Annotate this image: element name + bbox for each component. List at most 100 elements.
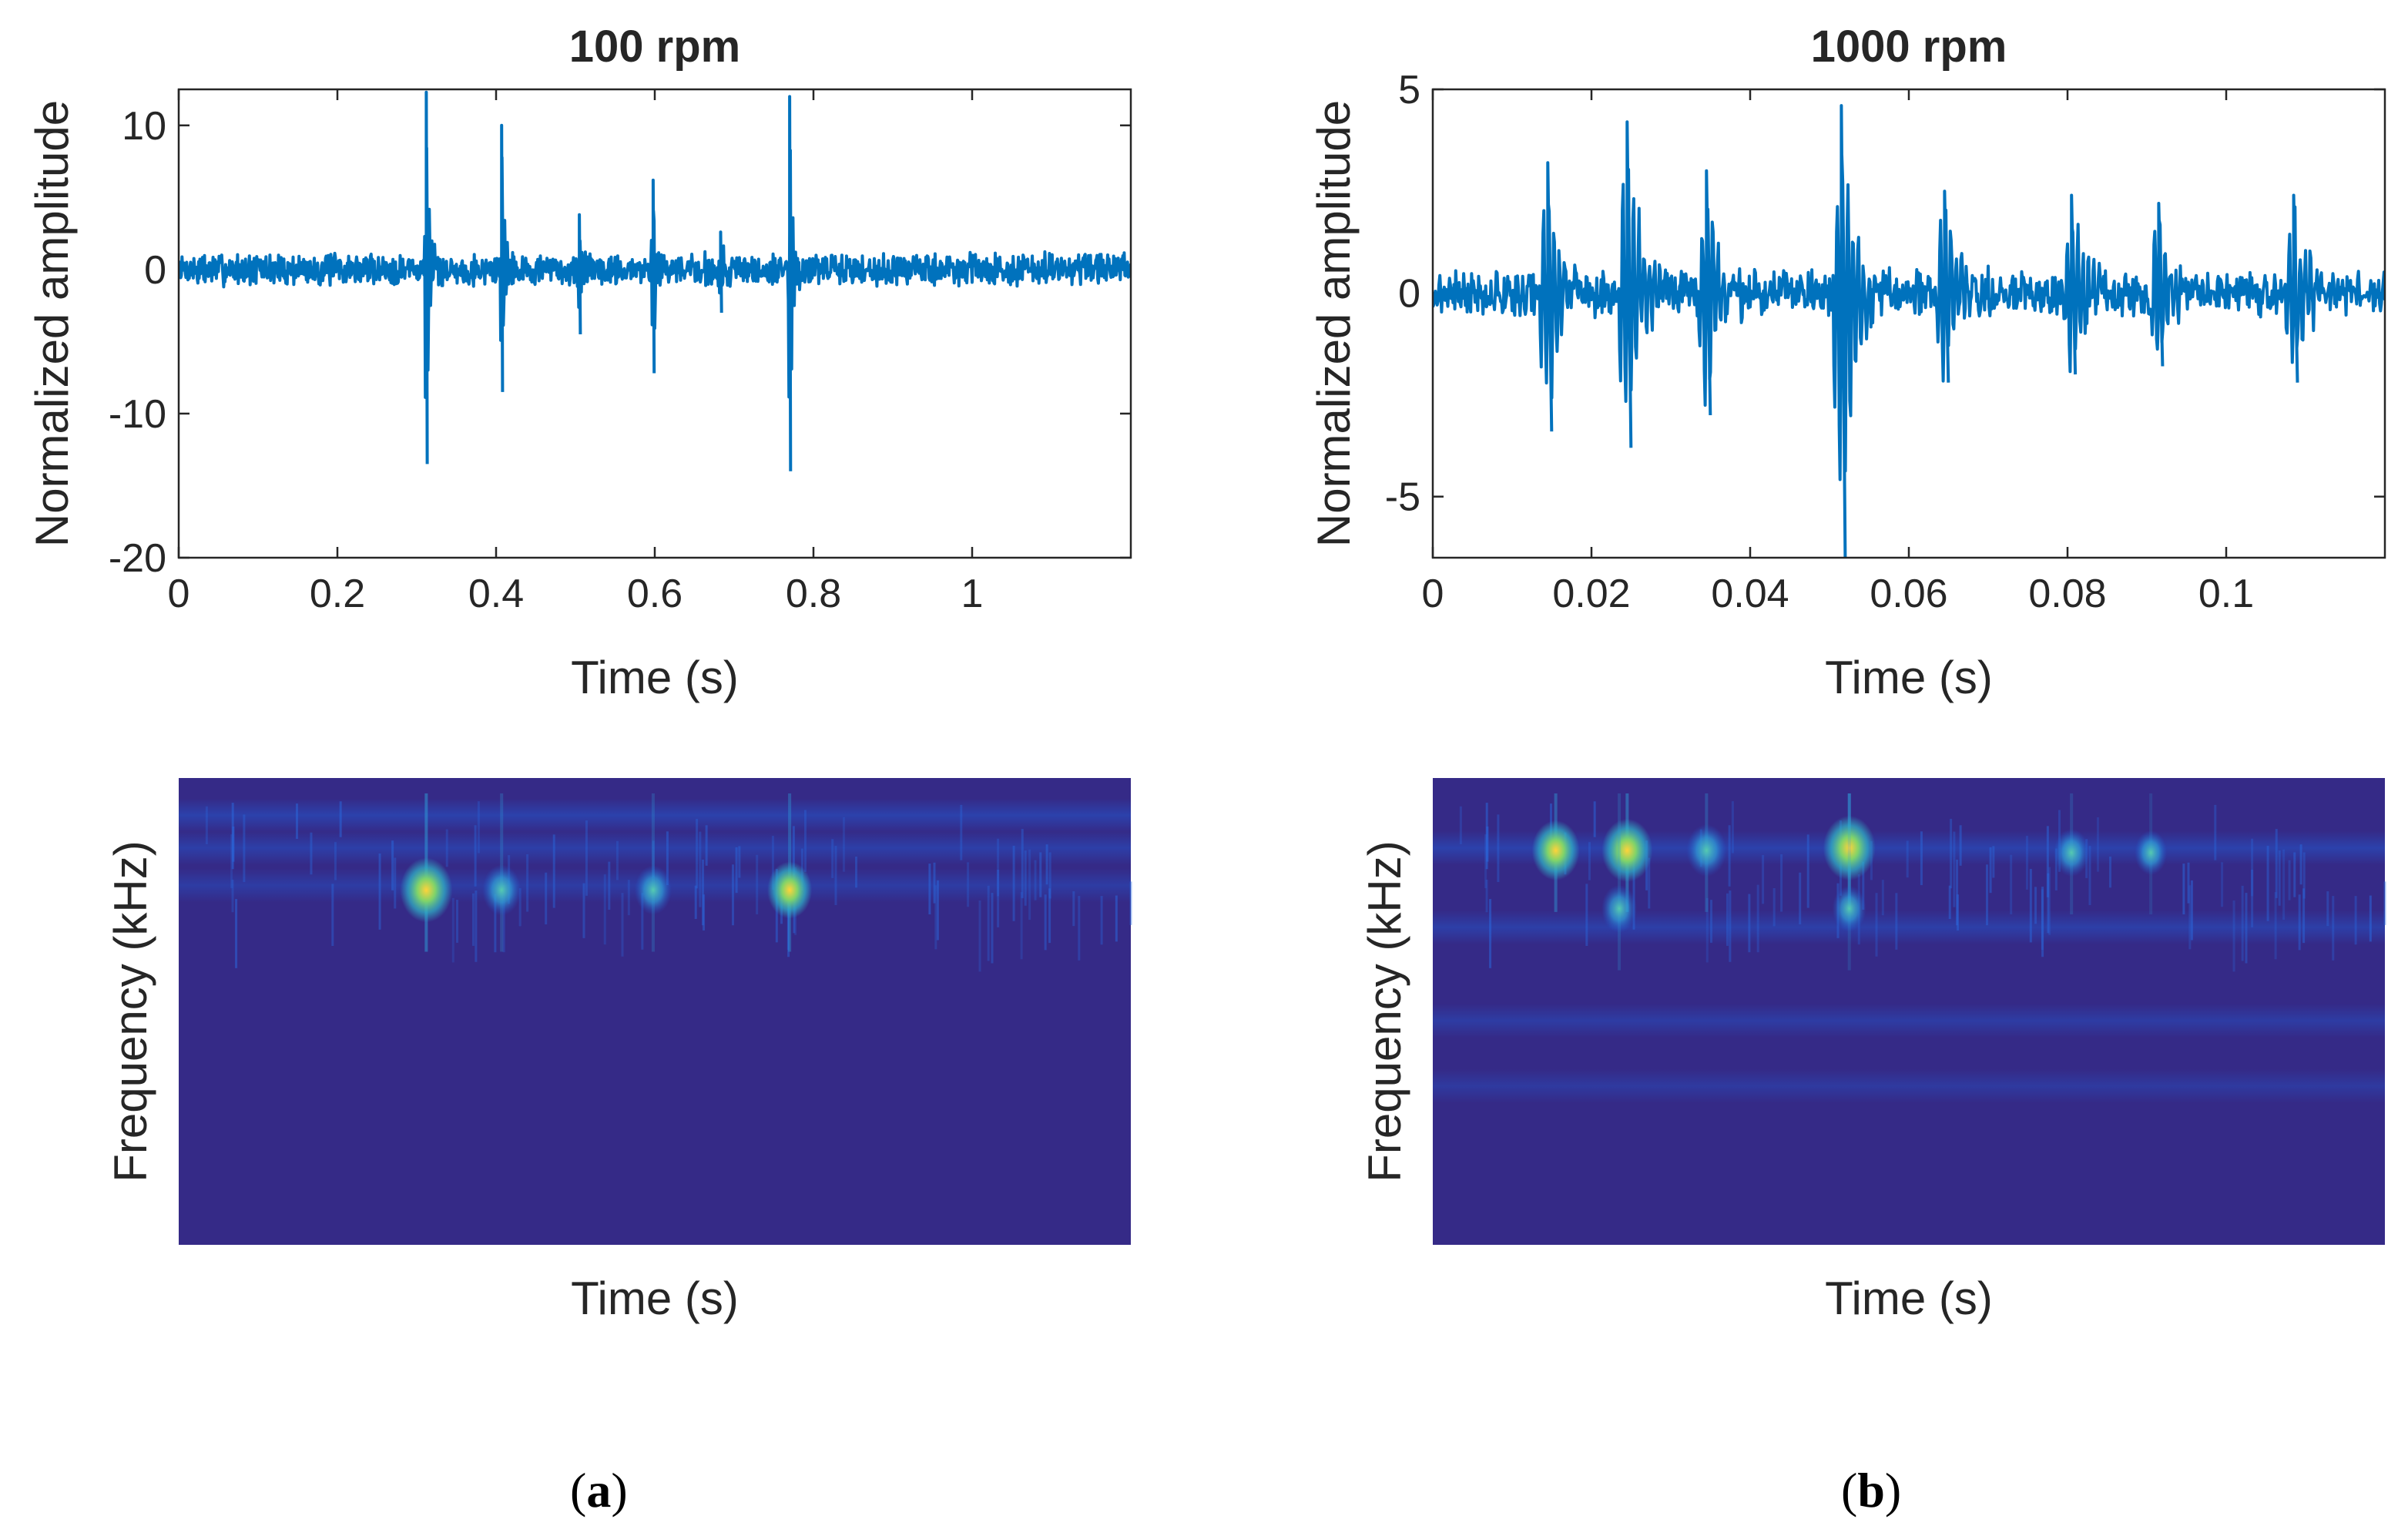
- x-tick-label: 1: [961, 572, 984, 616]
- x-tick-label: 0: [168, 572, 190, 616]
- spectral-streak: [2041, 889, 2044, 951]
- spectral-streak: [2241, 885, 2244, 961]
- x-grid: 0 0.02 0.04 0.06 0.08 0.1: [1422, 89, 2254, 616]
- spectral-streak: [1862, 861, 1865, 910]
- spectral-streak: [2245, 893, 2248, 964]
- spectral-streak: [1028, 849, 1031, 921]
- spectral-streak: [1906, 840, 1909, 878]
- spectral-streak: [391, 840, 394, 890]
- frequency-band: [1433, 1004, 2385, 1038]
- spectral-streak: [933, 862, 936, 904]
- spectral-streak: [2302, 852, 2306, 899]
- x-tick-label: 0.4: [468, 572, 524, 616]
- x-tick-label: 0.2: [310, 572, 365, 616]
- y-axis-label: Frequency (kHz): [105, 840, 156, 1182]
- energy-hotspot: [1832, 885, 1866, 932]
- spectral-streak: [474, 825, 477, 887]
- energy-hotspot: [634, 865, 672, 915]
- spectral-streak: [1021, 829, 1024, 898]
- spectral-streak: [445, 829, 448, 867]
- spectral-streak: [1648, 857, 1651, 909]
- y-grid: -5 0 5: [1385, 68, 2385, 520]
- spectral-streak: [652, 840, 655, 878]
- spectral-streak: [997, 869, 1000, 927]
- spectral-streak: [997, 838, 1000, 897]
- spectral-streak: [582, 883, 585, 938]
- spectral-streak: [2034, 887, 2037, 924]
- chart-b-bottom: Time (s) Frequency (kHz): [1359, 778, 2386, 1324]
- y-tick-label: 0: [1398, 271, 1420, 316]
- spectral-streak: [205, 806, 208, 844]
- spectral-streak: [2354, 896, 2357, 945]
- spectral-streak: [608, 861, 611, 910]
- spectral-streak: [1115, 895, 1118, 942]
- spectral-streak: [1593, 801, 1596, 837]
- spectral-streak: [2054, 848, 2058, 890]
- spectral-streak: [1129, 881, 1132, 925]
- spectral-streak: [2182, 864, 2185, 915]
- spectral-streak: [1039, 852, 1042, 897]
- caption-b: (b): [1841, 1463, 1901, 1518]
- spectral-streak: [787, 887, 790, 957]
- chart-a-top: 100 rpm -20 -10 0 10 0 0.2 0.4 0.6 0.8 1 Time (s…: [26, 22, 1132, 703]
- spectral-streak: [786, 889, 790, 951]
- spectral-streak: [803, 810, 807, 872]
- spectral-streak: [1772, 887, 1776, 927]
- spectral-streak: [2282, 849, 2286, 921]
- spectrogram-layer: [1433, 793, 2386, 1103]
- spectral-streak: [2288, 860, 2291, 900]
- spectral-streak: [2109, 856, 2112, 888]
- y-tick-label: -20: [109, 536, 166, 581]
- spectral-streak: [471, 893, 475, 946]
- spectral-streak: [834, 846, 837, 906]
- spectral-streak: [2383, 881, 2386, 925]
- spectral-streak: [1959, 825, 1962, 866]
- x-axis-label: Time (s): [1825, 1273, 1993, 1324]
- x-axis-label: Time (s): [571, 652, 739, 703]
- spectral-streak: [1953, 831, 1956, 907]
- spectral-streak: [735, 847, 738, 894]
- spectral-streak: [2010, 854, 2013, 914]
- spectral-streak: [1948, 885, 1951, 919]
- spectral-streak: [1985, 864, 1988, 926]
- spectral-streak: [1956, 859, 1959, 926]
- x-axis-label: Time (s): [1825, 652, 1993, 703]
- plot-frame: [177, 88, 1132, 559]
- spectral-streak: [1799, 872, 1802, 925]
- spectral-streak: [2214, 804, 2217, 860]
- spectral-streak: [477, 801, 480, 854]
- spectral-streak: [2251, 869, 2254, 927]
- spectral-streak: [1920, 831, 1923, 886]
- x-tick-label: 0.02: [1552, 572, 1630, 616]
- spectral-streak: [1728, 825, 1731, 887]
- spectral-streak: [1957, 894, 1960, 931]
- spectral-streak: [978, 900, 981, 972]
- spectral-streak: [2029, 869, 2032, 943]
- spectral-streak: [2298, 894, 2301, 951]
- spectral-streak: [1705, 897, 1709, 963]
- plot-frame: [1431, 88, 2386, 559]
- spectral-streak: [987, 885, 990, 961]
- spectral-streak: [1045, 844, 1048, 885]
- spectral-streak: [1044, 894, 1047, 951]
- chart-a-bottom: Time (s) Frequency (kHz): [105, 778, 1132, 1324]
- spectral-streak: [831, 839, 834, 878]
- x-tick-label: 0.1: [2198, 572, 2254, 616]
- spectral-streak: [934, 885, 937, 950]
- frequency-band: [179, 798, 1131, 833]
- spectral-streak: [310, 832, 313, 875]
- spectral-streak: [1484, 834, 1487, 889]
- spectral-streak: [738, 846, 741, 878]
- spectral-streak: [235, 899, 238, 968]
- spectral-streak: [603, 874, 606, 945]
- spectral-streak: [1726, 893, 1729, 946]
- spectral-streak: [1875, 893, 1878, 957]
- chart-title: 1000 rpm: [1811, 22, 2007, 72]
- y-axis-label: Normalized amplitude: [1308, 100, 1360, 547]
- x-tick-label: 0.8: [786, 572, 841, 616]
- spectral-streak: [2326, 891, 2329, 927]
- signal-line: [179, 90, 1131, 471]
- spectral-streak: [475, 890, 478, 962]
- spectral-streak: [1100, 896, 1103, 945]
- spectral-streak: [231, 803, 234, 870]
